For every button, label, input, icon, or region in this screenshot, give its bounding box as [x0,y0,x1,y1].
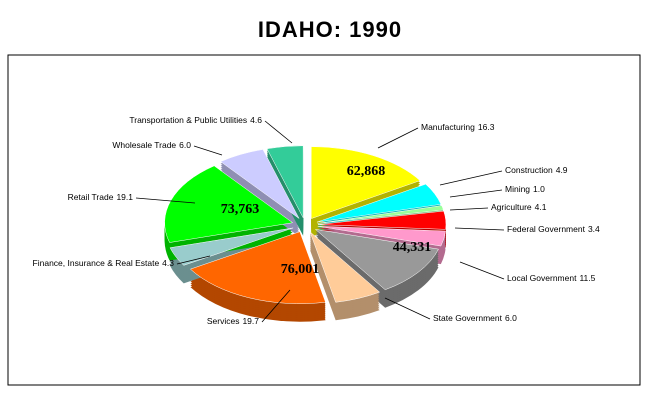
slice-tops [164,145,447,304]
leader-line [193,145,223,156]
slice-label: Wholesale Trade 6.0 [112,140,191,150]
slice [317,210,447,230]
slice-label: Manufacturing 16.3 [421,122,495,132]
slice-label: Transportation & Public Utilities 4.6 [129,115,262,125]
inside-value-label: 73,763 [221,202,260,217]
leader-line [264,120,293,144]
value-label: 4.3 [162,258,174,268]
value-label: 16.3 [478,122,495,132]
slice [169,227,294,266]
category-name: Wholesale Trade [112,140,176,150]
category-name: Services [207,316,240,326]
leader-line [439,170,503,186]
slice-label: State Government 6.0 [433,313,517,323]
slice-label: Agriculture 4.1 [491,202,547,212]
category-name: Agriculture [491,202,532,212]
slice [316,183,442,223]
slice-label: Services 19.7 [207,316,259,326]
slice [311,146,421,219]
slice [309,230,381,303]
value-label: 11.5 [579,273,595,283]
slice [266,145,304,218]
slice [314,228,439,291]
slice-label: Retail Trade 19.1 [68,192,134,202]
slice [317,205,444,224]
slice [164,165,294,243]
value-label: 4.6 [250,115,262,125]
value-label: 6.0 [505,313,517,323]
slice [220,149,300,219]
leader-line [377,127,419,149]
leader-line [261,289,291,323]
category-name: Retail Trade [68,192,114,202]
category-name: State Government [433,313,503,323]
inside-value-label: 76,001 [281,262,320,277]
slice-label: Federal Government 3.4 [507,224,600,234]
category-name: Finance, Insurance & Real Estate [33,258,160,268]
slice-label: Construction 4.9 [505,165,568,175]
value-label: 1.0 [533,184,545,194]
slice [189,231,326,304]
value-label: 19.7 [242,316,259,326]
value-label: 3.4 [588,224,600,234]
leader-line [449,207,489,211]
leader-line [384,297,431,320]
slice-label: Local Government 11.5 [507,273,596,283]
value-label: 19.1 [116,192,133,202]
chart-title: IDAHO: 1990 [258,17,402,42]
slice-label: Mining 1.0 [505,184,545,194]
value-label: 4.9 [556,165,568,175]
slice [317,226,446,247]
inside-value-label: 62,868 [347,164,386,179]
category-name: Transportation & Public Utilities [129,115,247,125]
leader-line [449,189,503,198]
leader-line [459,261,505,280]
inside-value-label: 44,331 [393,240,432,255]
category-name: Local Government [507,273,577,283]
leader-line [454,227,505,231]
slice-label: Finance, Insurance & Real Estate 4.3 [33,258,175,268]
leader-line [135,197,196,204]
leader-line [176,255,211,265]
category-name: Manufacturing [421,122,475,132]
category-name: Construction [505,165,553,175]
category-name: Mining [505,184,530,194]
category-name: Federal Government [507,224,586,234]
value-label: 4.1 [535,202,547,212]
value-label: 6.0 [179,140,191,150]
